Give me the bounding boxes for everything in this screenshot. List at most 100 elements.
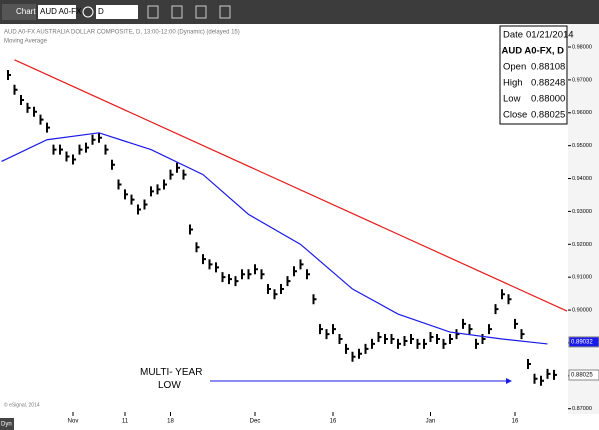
box-value: 0.88108 — [531, 62, 565, 73]
price-bar — [371, 338, 375, 349]
price-bar — [533, 373, 538, 384]
price-bar — [85, 142, 89, 153]
price-bar — [527, 358, 531, 369]
symbol-input[interactable] — [38, 5, 76, 19]
price-bar — [332, 324, 336, 335]
price-bar — [267, 284, 271, 295]
dyn-tab[interactable] — [0, 418, 14, 430]
box-label: Close — [503, 110, 527, 121]
tool-icon[interactable] — [147, 5, 159, 19]
price-bar — [494, 304, 499, 315]
x-tick-label: Dec — [250, 419, 261, 425]
price-bar — [390, 334, 395, 345]
price-bar — [208, 259, 213, 270]
box-value: 01/21/2014 — [526, 30, 574, 41]
time-axis — [0, 414, 599, 430]
price-bar — [7, 69, 11, 80]
y-tick-label: 0.94000 — [572, 176, 592, 182]
box-value: 0.88025 — [531, 110, 565, 121]
price-bar — [449, 334, 453, 345]
price-marker-label: 0.88025 — [571, 373, 593, 379]
price-bar — [176, 162, 180, 173]
price-bar — [169, 169, 174, 180]
price-marker — [568, 336, 599, 348]
price-bar — [20, 94, 24, 105]
y-tick-label: 0.96000 — [572, 110, 592, 116]
price-bar — [104, 144, 109, 155]
price-bar — [234, 276, 239, 287]
y-tick-label: 0.87000 — [572, 406, 592, 412]
price-bar — [358, 348, 362, 359]
series-line — [14, 59, 568, 312]
price-bar — [280, 284, 284, 295]
price-bar — [189, 224, 193, 235]
price-bar — [98, 132, 102, 143]
price-bar — [33, 106, 37, 117]
price-bar — [241, 269, 245, 280]
price-bar — [182, 169, 187, 180]
y-tick-label: 0.97000 — [572, 77, 592, 83]
price-bar — [507, 294, 512, 305]
link-icon[interactable] — [82, 6, 94, 18]
price-bar — [254, 264, 258, 275]
price-bar — [46, 122, 50, 133]
tool-icon[interactable] — [171, 5, 183, 19]
price-bar — [78, 144, 83, 155]
price-bar — [345, 343, 349, 354]
price-bar — [377, 332, 382, 343]
price-bar — [325, 329, 330, 340]
price-bar — [488, 324, 492, 335]
price-marker-label: 0.89032 — [571, 339, 593, 345]
series-line — [1, 132, 548, 345]
interval: D — [98, 7, 104, 16]
x-tick-label: 11 — [122, 419, 129, 425]
price-bar — [228, 274, 232, 285]
tool-icon[interactable] — [219, 5, 231, 19]
toolbar — [0, 0, 599, 24]
price-bar — [260, 269, 265, 280]
price-bar — [111, 159, 115, 170]
price-bar — [553, 369, 557, 380]
price-bar — [416, 338, 421, 349]
price-bar — [72, 154, 76, 165]
price-bar — [202, 254, 206, 265]
price-bar — [195, 242, 200, 253]
price-bar — [546, 368, 551, 379]
price-bar — [481, 334, 486, 345]
price-bar — [319, 324, 323, 335]
price-bar — [429, 332, 434, 343]
price-bar — [468, 324, 473, 335]
price-bar — [351, 351, 356, 362]
y-tick-label: 0.90000 — [572, 308, 592, 314]
price-bar — [91, 134, 96, 145]
x-tick-label: Jan — [426, 419, 436, 425]
y-tick-label: 0.91000 — [572, 275, 592, 281]
interval-input[interactable] — [96, 5, 138, 19]
price-bar — [293, 266, 297, 277]
price-bar — [52, 144, 57, 155]
annotation: MULTI- YEAR LOW — [140, 367, 202, 391]
chart-title: AUD A0-FX AUSTRALIA DOLLAR COMPOSITE, D,… — [4, 30, 240, 36]
box-label: Low — [503, 94, 521, 105]
tool-icon[interactable] — [195, 5, 207, 19]
price-bar — [286, 276, 291, 287]
arrow-head — [506, 378, 512, 384]
price-marker — [568, 369, 599, 381]
price-bar — [221, 272, 226, 283]
chart-tab[interactable] — [2, 4, 36, 20]
price-bar — [39, 114, 44, 125]
price-bar — [423, 338, 427, 349]
price-bar — [403, 335, 408, 346]
price-bar — [163, 179, 167, 190]
price-bar — [143, 199, 148, 210]
y-tick-label: 0.98000 — [572, 44, 592, 50]
box-title: AUD A0-FX, D — [502, 46, 565, 57]
y-tick-label: 0.95000 — [572, 143, 592, 149]
y-tick-label: 0.92000 — [572, 242, 592, 248]
price-bar — [384, 334, 388, 345]
price-bar — [26, 102, 31, 113]
x-tick-label: Nov — [68, 419, 79, 425]
price-bar — [312, 294, 317, 305]
price-bar — [299, 259, 304, 270]
